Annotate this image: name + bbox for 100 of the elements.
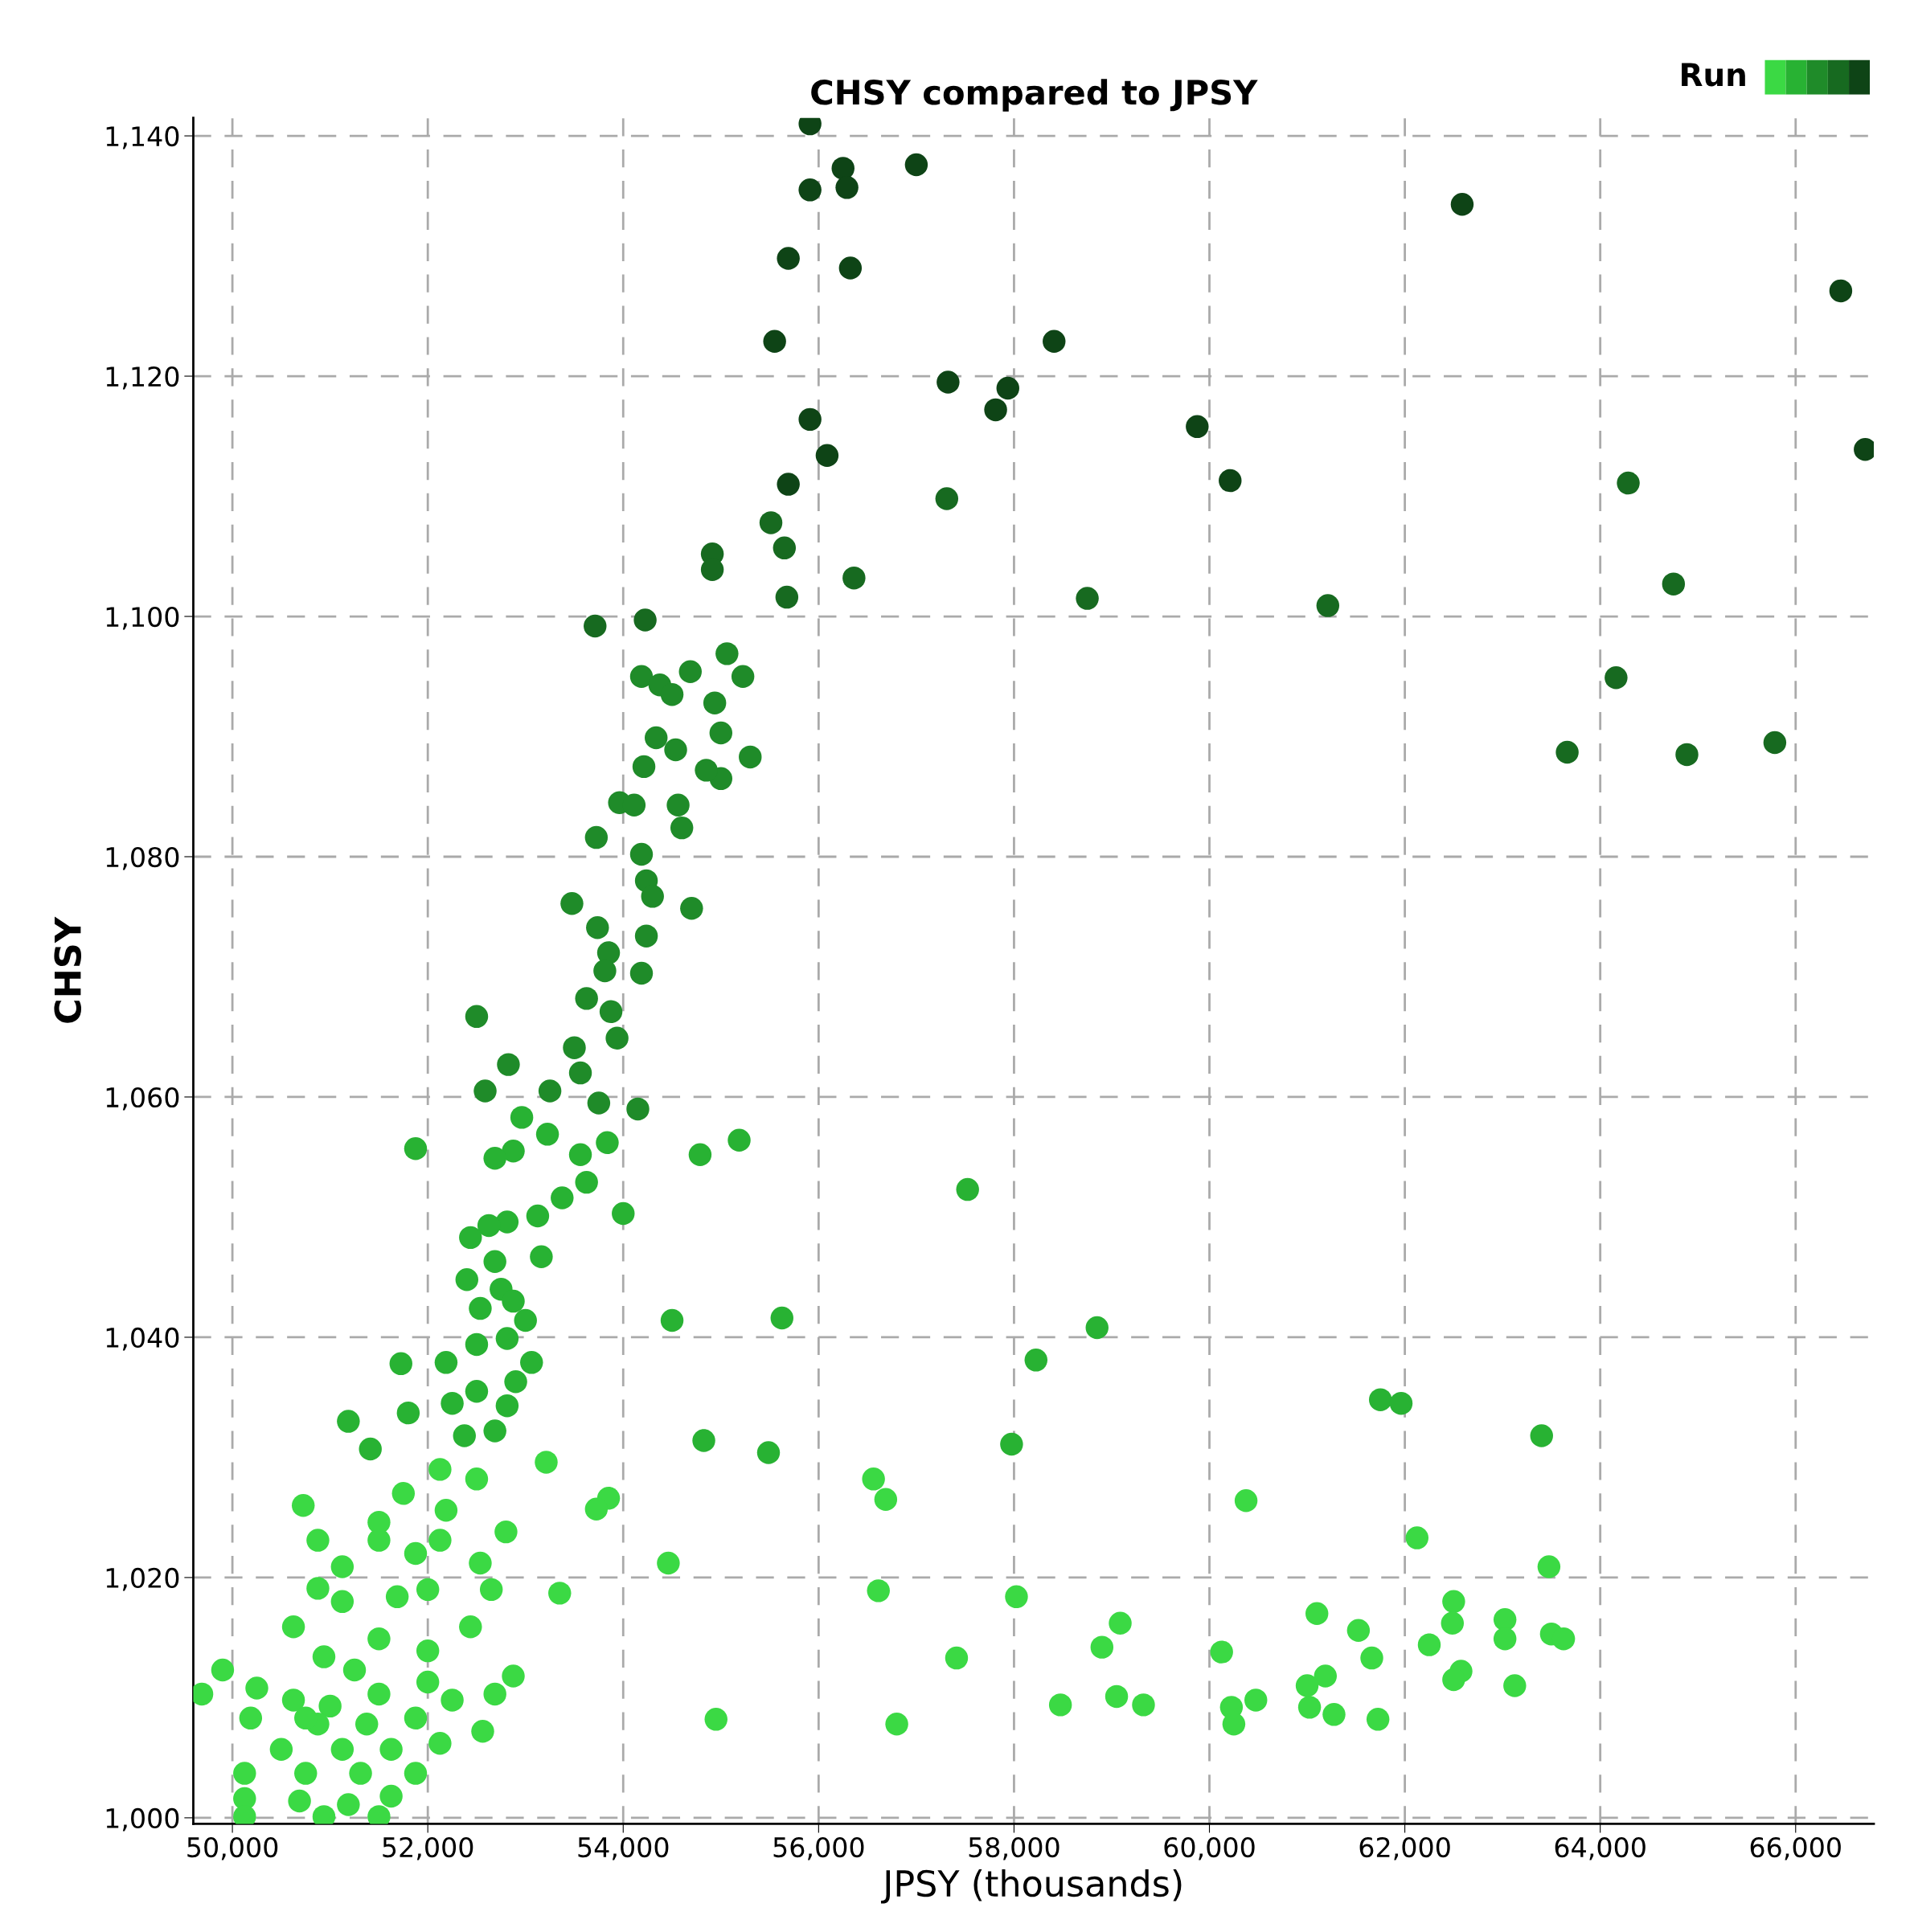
point xyxy=(709,721,733,745)
point xyxy=(703,691,727,714)
y-tick-label: 1,060 xyxy=(106,1087,179,1111)
point xyxy=(842,566,866,590)
y-tick-label: 1,120 xyxy=(106,366,179,390)
point xyxy=(584,825,609,849)
point xyxy=(644,726,668,750)
point xyxy=(1555,740,1579,764)
x-tick-label: 62,000 xyxy=(1359,1836,1450,1860)
point xyxy=(1000,1432,1023,1456)
point xyxy=(660,682,684,706)
point xyxy=(586,915,609,939)
point xyxy=(599,1000,623,1024)
point xyxy=(359,1437,382,1461)
point xyxy=(538,1079,562,1103)
y-tick-label: 1,000 xyxy=(106,1807,179,1832)
point xyxy=(404,1137,428,1160)
point xyxy=(831,157,855,180)
point xyxy=(904,153,928,177)
point xyxy=(497,1053,520,1076)
point xyxy=(731,665,755,688)
point xyxy=(815,444,839,467)
point xyxy=(678,660,702,684)
point xyxy=(495,1327,519,1350)
point xyxy=(560,892,584,915)
point xyxy=(568,1143,592,1166)
point xyxy=(775,585,799,609)
point xyxy=(514,1308,537,1332)
point xyxy=(1605,666,1628,690)
point xyxy=(666,793,690,817)
point xyxy=(1043,330,1066,353)
x-tick-label: 64,000 xyxy=(1555,1836,1646,1860)
point xyxy=(441,1391,464,1415)
point xyxy=(641,885,664,908)
point xyxy=(396,1401,420,1425)
point xyxy=(1617,471,1640,495)
point xyxy=(455,1267,479,1291)
point xyxy=(1024,1349,1048,1372)
point xyxy=(483,1146,506,1170)
x-tick-label: 66,000 xyxy=(1750,1836,1841,1860)
y-tick-label: 1,140 xyxy=(106,125,179,149)
y-tick-label: 1,020 xyxy=(106,1567,179,1591)
point xyxy=(798,178,822,202)
x-tick-label: 56,000 xyxy=(773,1836,864,1860)
x-tick-label: 54,000 xyxy=(578,1836,669,1860)
point xyxy=(937,370,960,394)
x-tick-label: 52,000 xyxy=(383,1836,473,1860)
point xyxy=(664,738,687,762)
point xyxy=(605,1026,629,1050)
point xyxy=(502,1289,525,1313)
point xyxy=(473,1079,497,1103)
point xyxy=(453,1424,476,1447)
point xyxy=(477,1214,501,1238)
point xyxy=(1076,587,1099,610)
point xyxy=(1662,572,1686,596)
y-axis-title: CHSY xyxy=(54,916,82,1023)
point xyxy=(575,1170,598,1194)
point xyxy=(632,755,656,779)
point xyxy=(465,1005,489,1029)
point xyxy=(835,176,859,199)
point xyxy=(1085,1316,1109,1340)
x-axis-title: JPSY (thousands) xyxy=(880,1869,1182,1904)
point xyxy=(688,1143,712,1166)
point xyxy=(670,816,694,840)
point xyxy=(510,1106,534,1129)
point xyxy=(838,256,863,280)
x-tick-label: 58,000 xyxy=(969,1836,1059,1860)
point xyxy=(798,407,822,432)
y-tick-label: 1,080 xyxy=(106,846,179,870)
point xyxy=(935,487,959,510)
point xyxy=(629,665,654,688)
y-tick-label: 1,100 xyxy=(106,606,179,630)
point xyxy=(593,959,617,983)
point xyxy=(770,1306,793,1330)
point xyxy=(551,1186,574,1210)
point xyxy=(629,842,654,866)
point xyxy=(956,1177,979,1201)
point xyxy=(504,1370,527,1394)
point xyxy=(535,1123,559,1146)
point xyxy=(568,1061,592,1085)
point xyxy=(1450,193,1474,216)
point xyxy=(692,1429,715,1452)
point xyxy=(777,247,800,270)
point xyxy=(633,608,657,632)
point xyxy=(502,1140,525,1163)
point xyxy=(984,398,1007,422)
point xyxy=(1186,415,1209,439)
x-tick-label: 60,000 xyxy=(1164,1836,1255,1860)
point xyxy=(715,642,739,665)
point xyxy=(434,1351,458,1374)
chart-title: CHSY compared to JPSY xyxy=(811,79,1258,112)
point xyxy=(634,924,658,948)
point xyxy=(1316,594,1340,617)
point xyxy=(739,745,762,769)
point xyxy=(773,536,797,560)
color-bar-title: Run xyxy=(1682,63,1745,87)
point xyxy=(575,987,598,1010)
point xyxy=(584,614,607,638)
point xyxy=(759,511,783,534)
x-tick-label: 50,000 xyxy=(187,1836,278,1860)
